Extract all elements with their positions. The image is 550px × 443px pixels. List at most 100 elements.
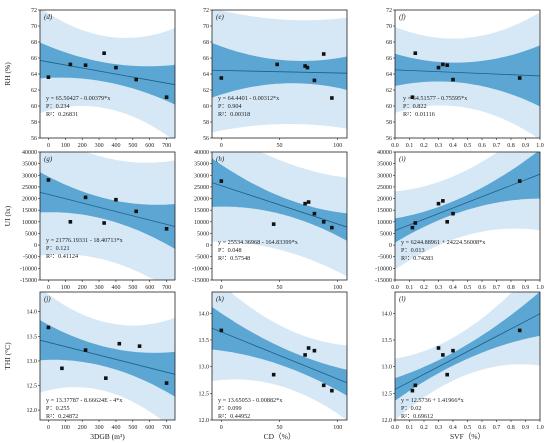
chart-panel: -15000 -10000 -5000 0 5000 10000 15000 20000 250… xyxy=(375,150,544,291)
y-tick-label: -10000 xyxy=(20,266,37,272)
x-tick-label: 0.2 xyxy=(420,285,428,291)
y-tick-label: 13.5 xyxy=(382,338,393,344)
chart-panel: 56 58 60 62 64 66 68 70 72 0 50 100 (e) y = 64.4401 -… xyxy=(203,8,348,149)
regression-annotation: y = 64.4401 - 0.00312*x xyxy=(218,95,280,102)
y-tick-label: 68 xyxy=(386,40,392,46)
regression-annotation: R²：0.01116 xyxy=(403,111,435,118)
x-tick-label: 0 xyxy=(47,143,50,149)
confidence-band xyxy=(40,172,175,249)
data-point xyxy=(68,62,73,67)
y-tick-label: 15000 xyxy=(377,208,392,214)
x-tick-label: 1.0 xyxy=(536,285,544,291)
data-point xyxy=(441,353,445,357)
data-point xyxy=(312,348,317,353)
data-point xyxy=(46,178,51,182)
x-tick-label: 0.0 xyxy=(391,425,399,431)
y-tick-label: 64 xyxy=(31,72,37,78)
y-tick-label: 30000 xyxy=(377,173,392,179)
y-tick-label: 56 xyxy=(203,136,209,142)
regression-annotation: P：0.121 xyxy=(46,245,70,252)
regression-line xyxy=(395,173,540,231)
y-tick-label: 62 xyxy=(31,88,37,94)
y-tick-label: 12.0 xyxy=(27,408,38,414)
y-tick-label: 0 xyxy=(389,243,392,249)
plot-area xyxy=(212,292,347,420)
data-point xyxy=(303,64,307,68)
x-tick-label: 0 xyxy=(220,425,223,431)
data-point xyxy=(517,179,522,183)
data-point xyxy=(60,366,64,371)
regression-annotation: R²：0.74283 xyxy=(401,255,433,262)
x-tick-label: 0.5 xyxy=(464,285,472,291)
y-tick-label: -5000 xyxy=(378,255,392,261)
regression-annotation: R²：0.24872 xyxy=(46,413,78,420)
panel-label: (k) xyxy=(216,295,224,303)
data-point xyxy=(451,348,455,353)
data-point xyxy=(46,75,51,79)
x-tick-label: 0.8 xyxy=(507,143,515,149)
x-tick-label: 0.2 xyxy=(420,425,428,431)
data-point xyxy=(306,200,311,204)
regression-annotation: P：0.048 xyxy=(218,247,242,254)
y-tick-label: 14.0 xyxy=(27,310,38,316)
x-tick-label: 50 xyxy=(277,425,283,431)
y-tick-label: 35000 xyxy=(377,162,392,168)
x-tick-label: 0.8 xyxy=(507,285,515,291)
y-tick-label: 58 xyxy=(386,120,392,126)
data-point xyxy=(436,201,441,206)
y-tick-label: 15000 xyxy=(194,208,209,214)
x-axis-title: CD（%） xyxy=(264,432,296,441)
confidence-band xyxy=(40,320,175,397)
x-tick-label: 0.3 xyxy=(435,285,443,291)
confidence-band xyxy=(395,292,540,401)
x-tick-label: 0.1 xyxy=(406,143,414,149)
y-tick-label: 25000 xyxy=(377,185,392,191)
regression-annotation: R²：0.26831 xyxy=(46,111,78,118)
data-point xyxy=(114,65,118,70)
y-tick-label: 68 xyxy=(31,40,37,46)
data-point xyxy=(271,222,276,226)
y-tick-label: 56 xyxy=(386,136,392,142)
panel-label: (h) xyxy=(216,155,225,163)
x-tick-label: 100 xyxy=(333,143,342,149)
y-tick-label: 20000 xyxy=(194,197,209,203)
chart-panel: -15000 -10000 -5000 0 5000 10000 15000 20000 250… xyxy=(192,150,348,291)
x-tick-label: 0 xyxy=(220,143,223,149)
data-point xyxy=(114,197,118,202)
x-tick-label: 700 xyxy=(162,285,171,291)
regression-annotation: R²：0.57548 xyxy=(218,255,250,262)
y-tick-label: 66 xyxy=(203,56,209,62)
data-point xyxy=(312,78,317,83)
plot-area xyxy=(395,292,540,420)
y-tick-label: 72 xyxy=(386,8,392,14)
x-tick-label: 0.8 xyxy=(507,425,515,431)
plot-area xyxy=(40,292,175,420)
x-tick-label: 0.4 xyxy=(449,143,457,149)
panel-label: (e) xyxy=(216,13,224,21)
x-tick-label: 600 xyxy=(145,425,154,431)
data-point xyxy=(134,77,138,82)
data-point xyxy=(219,179,224,183)
data-point xyxy=(517,328,522,333)
x-tick-label: 700 xyxy=(162,425,171,431)
regression-annotation: R²：0.00318 xyxy=(218,111,250,118)
y-tick-label: 5000 xyxy=(25,231,37,237)
panel-label: (l) xyxy=(399,295,406,303)
y-tick-label: 64 xyxy=(203,72,209,78)
plot-area xyxy=(212,152,347,277)
x-tick-label: 300 xyxy=(95,285,104,291)
x-tick-label: 200 xyxy=(78,285,87,291)
y-tick-label: 12.5 xyxy=(382,391,393,397)
y-tick-label: 70 xyxy=(386,24,392,30)
data-point xyxy=(413,221,418,225)
x-tick-label: 600 xyxy=(145,285,154,291)
data-point xyxy=(436,346,441,350)
data-point xyxy=(330,96,334,100)
y-tick-label: -15000 xyxy=(192,278,209,284)
panel-label: (f) xyxy=(399,13,406,21)
data-point xyxy=(303,353,307,357)
y-tick-label: 62 xyxy=(203,88,209,94)
data-point xyxy=(164,381,169,385)
x-tick-label: 0.9 xyxy=(522,143,530,149)
data-point xyxy=(219,76,224,80)
